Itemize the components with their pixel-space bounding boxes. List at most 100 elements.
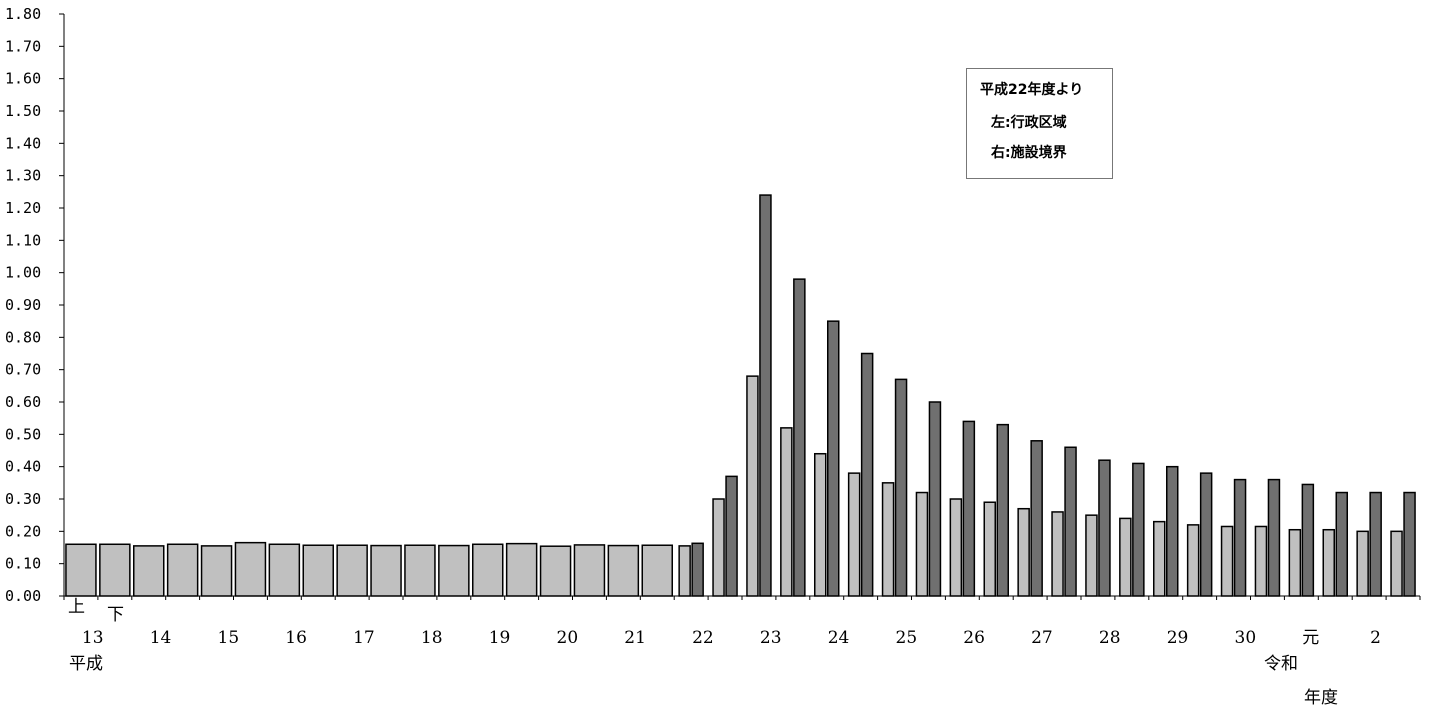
- bar-right: [1064, 446, 1077, 597]
- bar-right: [827, 320, 840, 597]
- y-tick-label: 1.50: [5, 102, 41, 120]
- y-tick-label: 0.30: [5, 490, 41, 508]
- y-tick-label: 1.00: [5, 264, 41, 282]
- x-axis: 13 14 15 16 17 18 19 20 21 22 23 24 25 26 27 28 29 30 元 2: [63, 595, 1421, 648]
- x-tick-label: 14: [150, 628, 172, 648]
- bar-left: [780, 427, 793, 597]
- y-tick-label: 1.10: [5, 231, 41, 249]
- bar-left: [1017, 507, 1030, 597]
- bar-left: [1254, 525, 1268, 597]
- bar-left: [814, 452, 827, 597]
- bar: [573, 544, 606, 597]
- y-tick-label: 1.40: [5, 134, 41, 152]
- bar-left: [881, 482, 895, 597]
- bar: [438, 544, 470, 597]
- bar-left: [678, 545, 691, 597]
- bar-left: [1186, 524, 1200, 597]
- x-tick-label: 29: [1167, 628, 1189, 648]
- bar-right: [725, 475, 738, 597]
- x-tick-label: 25: [896, 628, 918, 648]
- bar: [65, 543, 97, 597]
- bar-right: [1267, 478, 1281, 597]
- bar-right: [996, 423, 1009, 597]
- y-axis: 0.00 0.10 0.20 0.30 0.40 0.50 0.60 0.70 0.80 0.90…: [5, 5, 65, 605]
- bar-right: [793, 278, 806, 597]
- y-tick-label: 0.10: [5, 555, 41, 573]
- bar: [268, 543, 301, 597]
- bar: [472, 543, 504, 597]
- x-tick-label: 19: [489, 628, 511, 648]
- bar: [302, 544, 334, 597]
- bar: [641, 544, 673, 597]
- bar-right: [1369, 491, 1382, 597]
- era-label-reiwa: 令和: [1264, 654, 1298, 674]
- x-axis-unit-label: 年度: [1304, 688, 1338, 708]
- y-tick-label: 0.00: [5, 587, 41, 605]
- bar: [336, 544, 368, 597]
- legend-note-box: 平成22年度より 左:行政区域 右:施設境界: [966, 68, 1113, 179]
- bar-right: [1098, 459, 1111, 597]
- x-tick-label: 24: [828, 628, 850, 648]
- bar-left: [1220, 525, 1234, 597]
- bar-right: [691, 542, 704, 597]
- half-label-lower: 下: [107, 605, 124, 625]
- legend-note-title: 平成22年度より: [980, 82, 1084, 98]
- x-tick-label: 28: [1099, 628, 1121, 648]
- x-tick-label: 13: [82, 628, 104, 648]
- bar: [370, 544, 402, 597]
- bar-right: [894, 378, 908, 597]
- bar: [404, 544, 436, 597]
- y-tick-label: 0.40: [5, 458, 41, 476]
- bar-left: [1288, 528, 1302, 597]
- y-tick-label: 1.80: [5, 5, 41, 23]
- y-tick-label: 0.50: [5, 425, 41, 443]
- bar: [505, 542, 538, 597]
- bar-left: [983, 501, 996, 597]
- x-tick-label: 2: [1370, 628, 1381, 648]
- x-tick-label: 21: [624, 628, 646, 648]
- bar-right: [1030, 440, 1043, 597]
- bar-left: [1153, 520, 1166, 597]
- legend-note-right: 右:施設境界: [991, 145, 1067, 161]
- bar-right: [1301, 483, 1315, 597]
- y-tick-label: 1.20: [5, 199, 41, 217]
- bar-left: [746, 375, 759, 597]
- bars: [65, 194, 1416, 597]
- bar-left: [1051, 511, 1064, 597]
- bar-left: [712, 498, 725, 597]
- bar: [99, 543, 131, 597]
- bar-left: [1085, 514, 1098, 597]
- bar-right: [962, 420, 976, 597]
- bar: [166, 543, 199, 597]
- x-tick-label: 15: [218, 628, 240, 648]
- x-tick-label: 16: [285, 628, 307, 648]
- x-tick-label: 18: [421, 628, 443, 648]
- bar-left: [915, 491, 929, 597]
- bar-left: [847, 472, 861, 597]
- bar-right: [759, 194, 772, 597]
- bar: [133, 545, 165, 597]
- bar-right: [1403, 491, 1416, 597]
- bar-left: [949, 498, 963, 597]
- bar-left: [1322, 528, 1335, 597]
- half-label-upper: 上: [68, 597, 85, 617]
- bar: [200, 545, 233, 597]
- x-tick-label: 26: [963, 628, 985, 648]
- x-tick-label: 27: [1031, 628, 1053, 648]
- x-tick-label: 17: [353, 628, 375, 648]
- x-tick-label: 22: [692, 628, 714, 648]
- bar: [539, 545, 572, 597]
- y-tick-label: 0.60: [5, 393, 41, 411]
- y-tick-label: 1.30: [5, 167, 41, 185]
- y-tick-label: 0.70: [5, 361, 41, 379]
- bar-right: [928, 401, 942, 597]
- bar-right: [1335, 491, 1348, 597]
- x-tick-label: 23: [760, 628, 782, 648]
- bar-right: [860, 352, 874, 597]
- bar-right: [1166, 465, 1179, 597]
- y-tick-label: 1.70: [5, 37, 41, 55]
- y-tick-label: 0.20: [5, 522, 41, 540]
- y-tick-label: 1.60: [5, 70, 41, 88]
- x-tick-label: 元: [1302, 628, 1319, 648]
- bar: [607, 544, 640, 597]
